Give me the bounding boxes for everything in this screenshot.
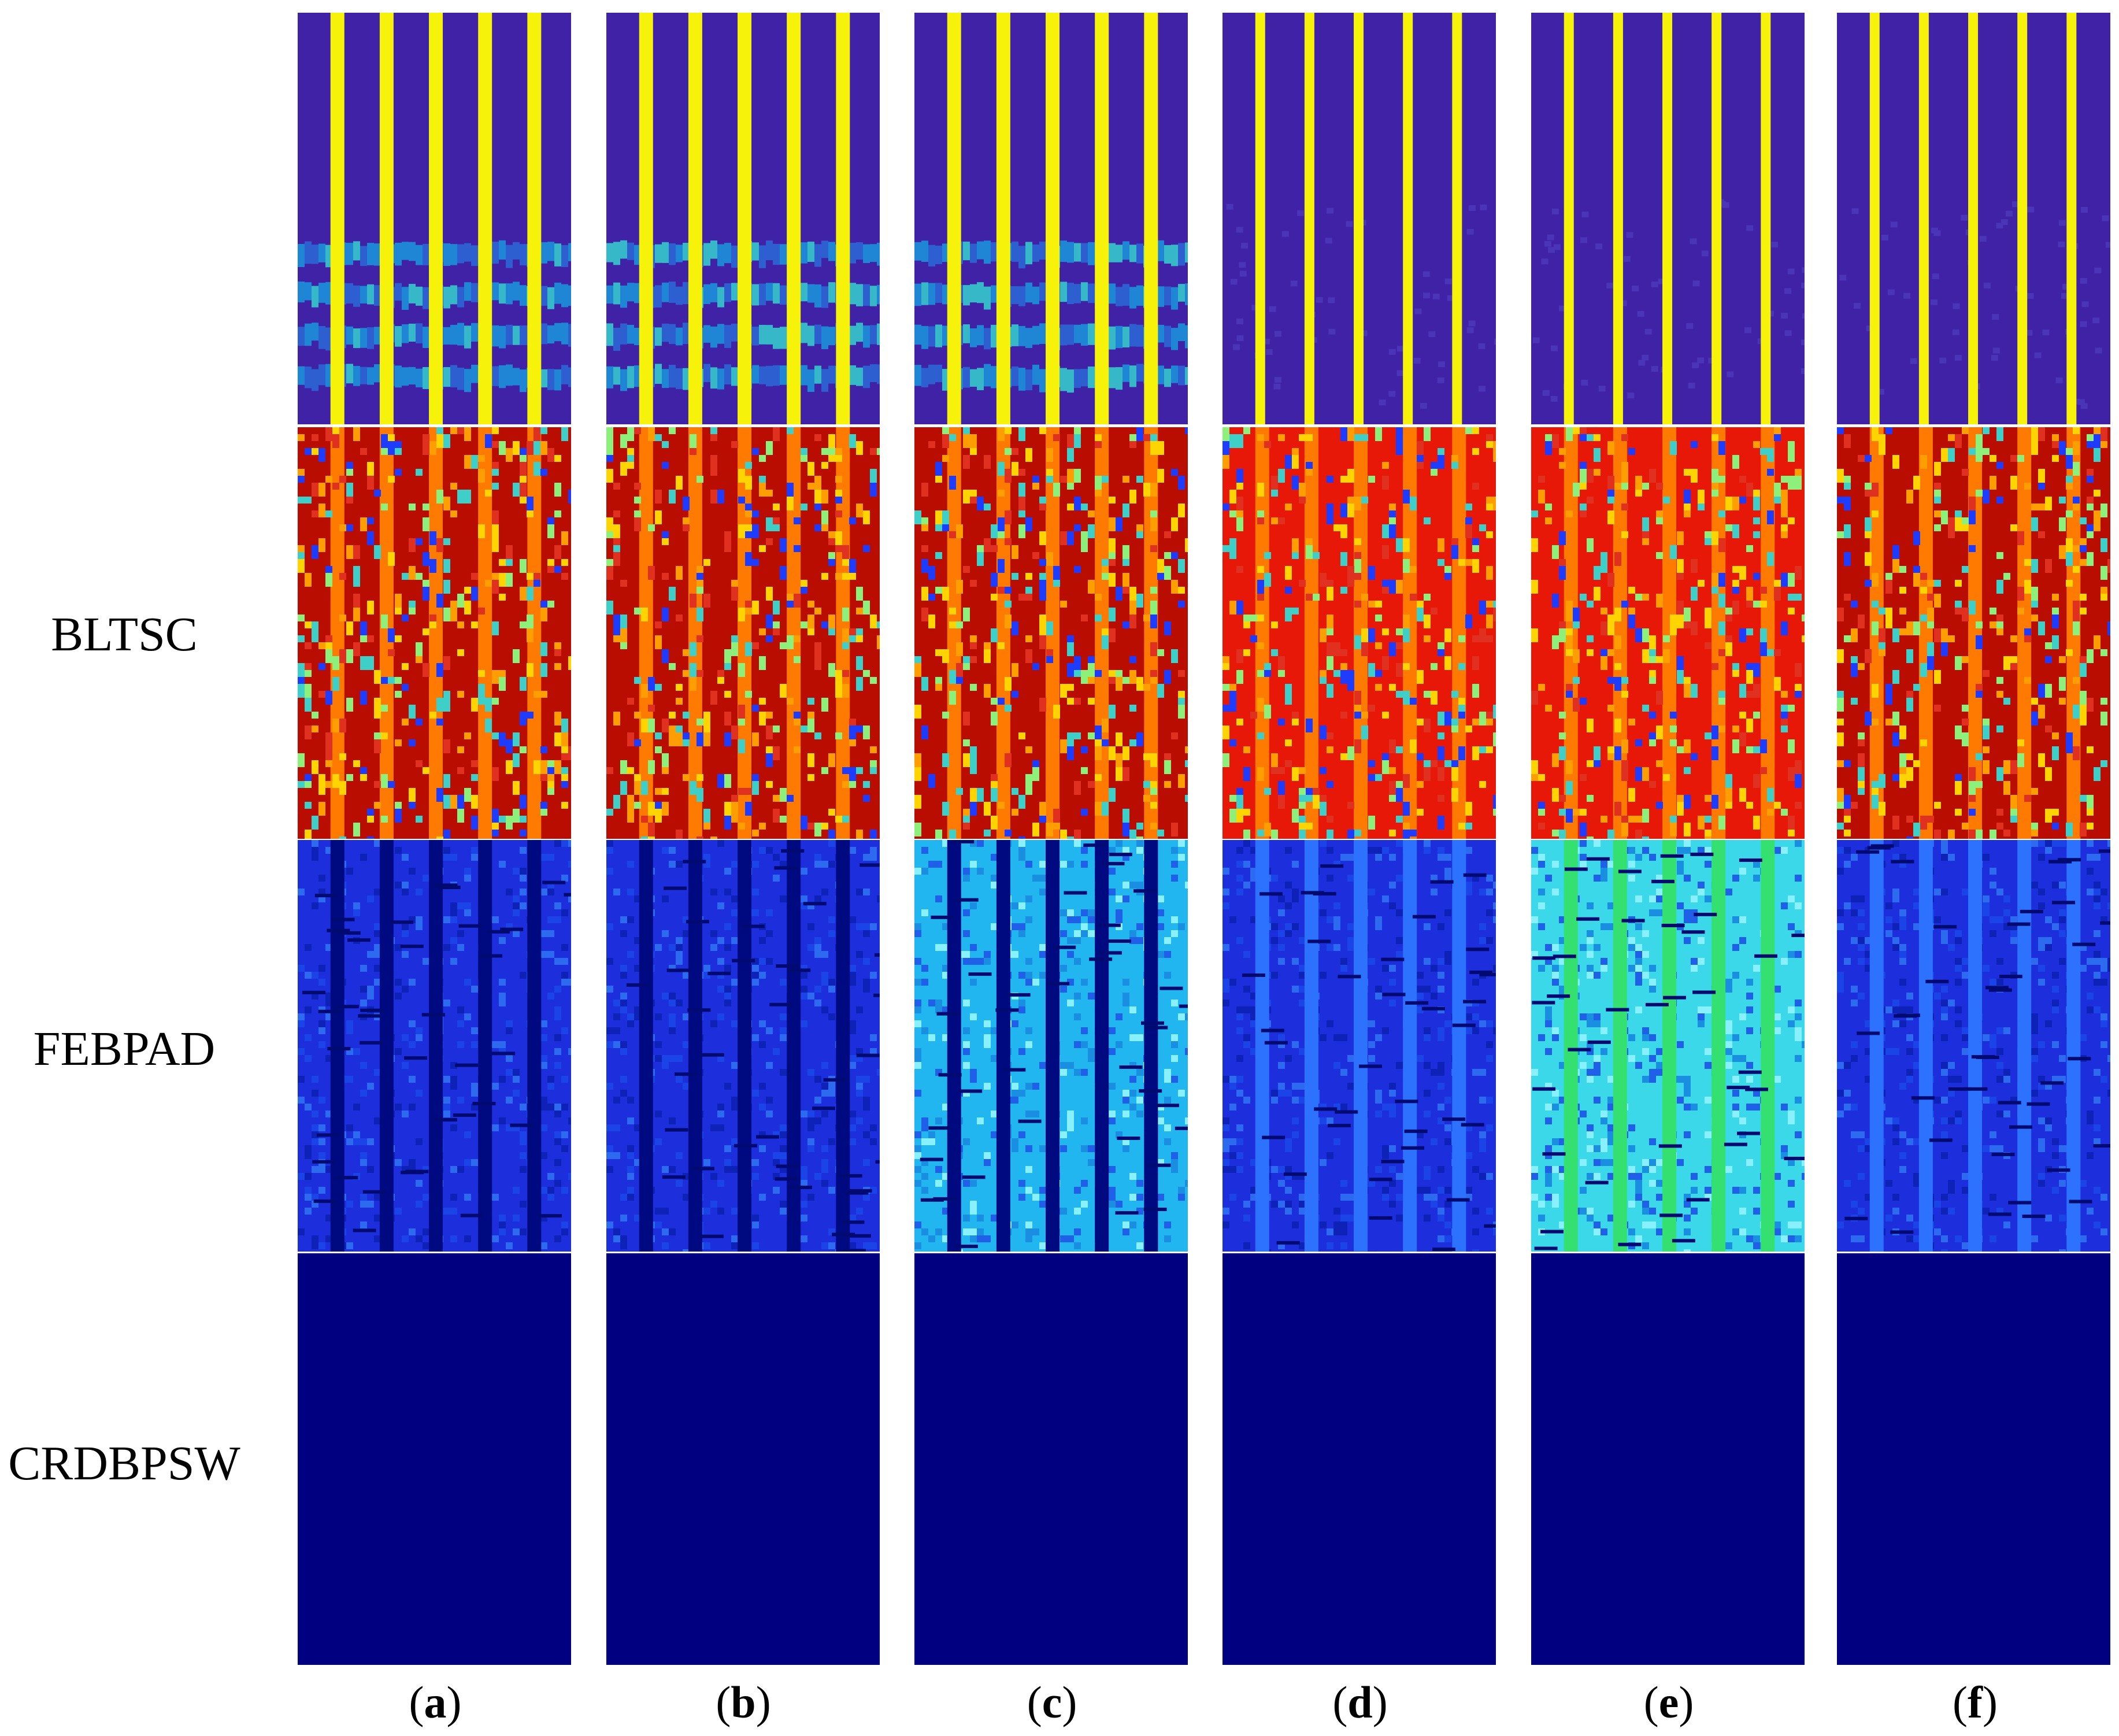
row-label-bltsc: BLTSC (51, 608, 198, 661)
detection-map-e-row1 (1531, 13, 1805, 424)
detection-map-a-crdbpsw (298, 1253, 571, 1665)
detection-map-d-bltsc (1222, 427, 1496, 839)
detection-map-c-crdbpsw (914, 1253, 1188, 1665)
detection-map-f-row1 (1837, 13, 2110, 424)
detection-map-e-febpad (1531, 840, 1805, 1252)
detection-map-d-crdbpsw (1222, 1253, 1496, 1665)
detection-map-d-febpad (1222, 840, 1496, 1252)
detection-map-b-febpad (606, 840, 880, 1252)
panel-label-e: (e) (1643, 1677, 1694, 1727)
detection-map-b-crdbpsw (606, 1253, 880, 1665)
detection-map-a-bltsc (298, 427, 571, 839)
detection-map-a-febpad (298, 840, 571, 1252)
panel-label-b: (b) (716, 1677, 771, 1727)
detection-map-f-bltsc (1837, 427, 2110, 839)
row-label-crdbpsw: CRDBPSW (8, 1437, 240, 1490)
panel-label-a: (a) (409, 1677, 462, 1727)
detection-map-e-crdbpsw (1531, 1253, 1805, 1665)
panel-label-c: (c) (1027, 1677, 1077, 1727)
detection-map-e-bltsc (1531, 427, 1805, 839)
panel-label-f: (f) (1953, 1677, 1998, 1727)
detection-map-c-febpad (914, 840, 1188, 1252)
detection-map-a-row1 (298, 13, 571, 424)
detection-map-c-row1 (914, 13, 1188, 424)
detection-map-f-crdbpsw (1837, 1253, 2110, 1665)
detection-map-d-row1 (1222, 13, 1496, 424)
detection-map-f-febpad (1837, 840, 2110, 1252)
panel-label-d: (d) (1332, 1677, 1388, 1727)
detection-map-c-bltsc (914, 427, 1188, 839)
detection-map-b-row1 (606, 13, 880, 424)
detection-map-b-bltsc (606, 427, 880, 839)
row-label-febpad: FEBPAD (33, 1022, 216, 1076)
